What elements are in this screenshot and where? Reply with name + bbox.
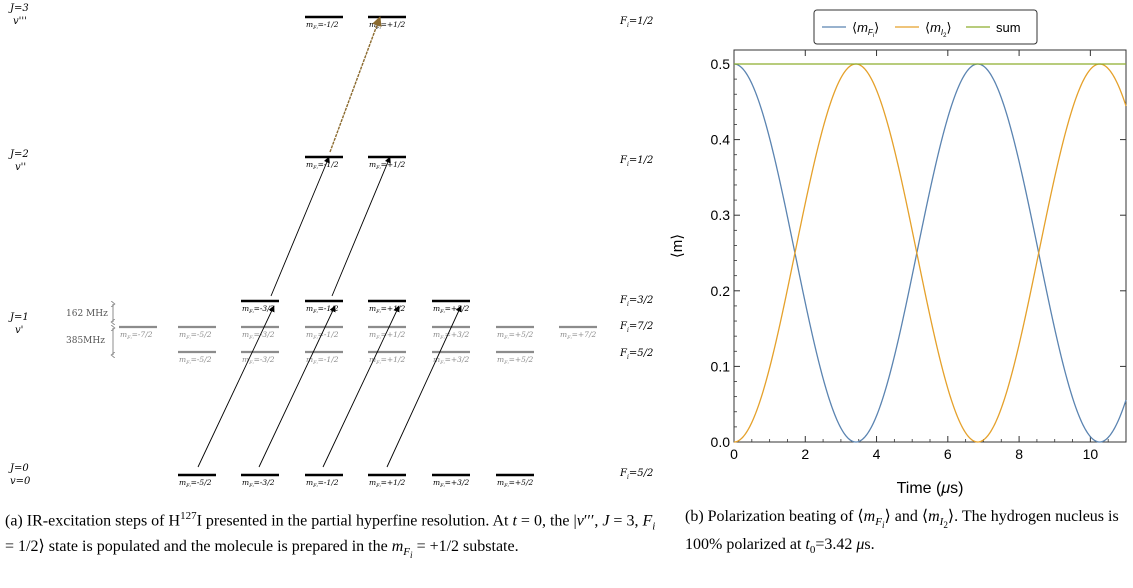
y-tick-label-0: 0.0 xyxy=(711,434,731,450)
level-label-j1-mid-4: mFᵢ=+1/2 xyxy=(369,330,405,341)
level-label-j2-1: mFᵢ=+1/2 xyxy=(369,160,405,171)
level-label-j0-4: mFᵢ=+3/2 xyxy=(433,478,469,489)
level-label-j1-top-1: mFᵢ=-1/2 xyxy=(306,304,339,315)
level-label-j0-5: mFᵢ=+5/2 xyxy=(497,478,533,489)
level-label-j1-top-2: mFᵢ=+1/2 xyxy=(369,304,405,315)
energy-level-diagram: J=3 v''' J=2 v'' J=1 v' J=0 v=0 Fi=1/2 F… xyxy=(8,3,653,489)
fi-label-j1-top: Fi=3/2 xyxy=(619,295,653,308)
level-label-j0-2: mFᵢ=-1/2 xyxy=(306,478,339,489)
arrow-j0-j1-3 xyxy=(322,305,400,468)
level-label-j3-0: mFᵢ=-1/2 xyxy=(306,20,339,31)
series-line-mfi xyxy=(733,63,1127,443)
energy-levels: mFᵢ=-1/2 mFᵢ=+1/2 mFᵢ=-1/2 mFᵢ=+1/2 mFᵢ=-3/2… xyxy=(119,15,597,489)
level-label-j1-low-5: mFᵢ=+5/2 xyxy=(497,355,533,366)
caption-b: (b) Polarization beating of ⟨mFi⟩ and ⟨m… xyxy=(685,508,1119,557)
chart-curves xyxy=(733,63,1127,443)
level-label-j1-low-3: mFᵢ=+1/2 xyxy=(369,355,405,366)
arrow-j2-j3 xyxy=(329,16,382,153)
x-tick-label-2: 4 xyxy=(873,446,881,462)
fi-label-j3: Fi=1/2 xyxy=(619,16,653,29)
level-label-j1-low-0: mFᵢ=-5/2 xyxy=(179,355,212,366)
x-axis-label: Time (μs) xyxy=(897,480,964,497)
axis-ticks: 0 2 4 6 8 10 0.0 0.1 0.2 0.3 0.4 0.5 xyxy=(711,50,1127,462)
state-label-j2: J=2 xyxy=(8,149,29,160)
chart-legend: ⟨mFi⟩ ⟨mI2⟩ sum xyxy=(813,9,1038,45)
x-tick-label-1: 2 xyxy=(801,446,809,462)
state-label-v1: v' xyxy=(15,325,23,336)
level-label-j3-1: mFᵢ=+1/2 xyxy=(369,20,405,31)
fi-label-j1-low: Fi=5/2 xyxy=(619,348,653,361)
level-label-j2-0: mFᵢ=-1/2 xyxy=(306,160,339,171)
fi-label-j1-mid: Fi=7/2 xyxy=(619,321,653,334)
arrow-j0-j1-4 xyxy=(386,305,462,468)
caption-a: (a) IR-excitation steps of H127I present… xyxy=(5,510,656,560)
splitting-162: 162 MHz xyxy=(66,309,108,319)
level-label-j1-top-0: mFᵢ=-3/2 xyxy=(242,304,275,315)
arrow-j1-j2-1 xyxy=(270,156,330,297)
x-tick-label-4: 8 xyxy=(1015,446,1023,462)
level-label-j1-low-1: mFᵢ=-3/2 xyxy=(242,355,275,366)
polarization-chart: ⟨mFi⟩ ⟨mI2⟩ sum 0 2 4 6 8 10 0.0 0.1 0.2 0.3 0.4 0.… xyxy=(669,9,1127,497)
state-label-v2: v'' xyxy=(15,162,26,173)
y-tick-label-2: 0.2 xyxy=(711,283,731,299)
series-line-mi2 xyxy=(733,63,1127,443)
x-tick-label-3: 6 xyxy=(944,446,952,462)
fi-label-j2: Fi=1/2 xyxy=(619,155,653,168)
plot-frame xyxy=(733,49,1127,443)
arrow-j0-j1-2 xyxy=(258,305,336,468)
level-label-j0-3: mFᵢ=+1/2 xyxy=(369,478,405,489)
level-label-j1-mid-1: mFᵢ=-5/2 xyxy=(179,330,212,341)
x-tick-label-5: 10 xyxy=(1083,446,1099,462)
level-label-j1-mid-6: mFᵢ=+5/2 xyxy=(497,330,533,341)
splitting-annotation: 162 MHz 385MHz xyxy=(66,304,113,355)
level-label-j1-mid-0: mFᵢ=-7/2 xyxy=(120,330,153,341)
state-label-v3: v''' xyxy=(13,16,27,27)
state-label-v0: v=0 xyxy=(10,476,31,487)
state-label-j0: J=0 xyxy=(8,463,29,474)
level-label-j1-top-3: mFᵢ=+3/2 xyxy=(433,304,469,315)
level-label-j1-mid-2: mFᵢ=-3/2 xyxy=(242,330,275,341)
y-tick-label-3: 0.3 xyxy=(711,207,731,223)
arrow-j1-j2-2 xyxy=(331,156,391,297)
fi-label-j0: Fi=5/2 xyxy=(619,468,653,481)
x-tick-label-0: 0 xyxy=(730,446,738,462)
y-axis-label: ⟨m⟩ xyxy=(669,234,686,258)
state-label-j3: J=3 xyxy=(8,3,29,14)
y-tick-label-1: 0.1 xyxy=(711,358,731,374)
transition-arrows xyxy=(197,16,462,468)
level-label-j1-mid-7: mFᵢ=+7/2 xyxy=(560,330,596,341)
level-label-j1-low-4: mFᵢ=+3/2 xyxy=(433,355,469,366)
level-label-j0-1: mFᵢ=-3/2 xyxy=(242,478,275,489)
legend-label-sum: sum xyxy=(996,20,1021,35)
splitting-385: 385MHz xyxy=(66,336,105,346)
y-tick-label-4: 0.4 xyxy=(711,132,731,148)
level-label-j1-mid-3: mFᵢ=-1/2 xyxy=(306,330,339,341)
arrow-j0-j1-1 xyxy=(197,305,275,468)
y-tick-label-5: 0.5 xyxy=(711,56,731,72)
state-label-j1: J=1 xyxy=(8,312,29,323)
level-label-j1-mid-5: mFᵢ=+3/2 xyxy=(433,330,469,341)
level-label-j0-0: mFᵢ=-5/2 xyxy=(179,478,212,489)
